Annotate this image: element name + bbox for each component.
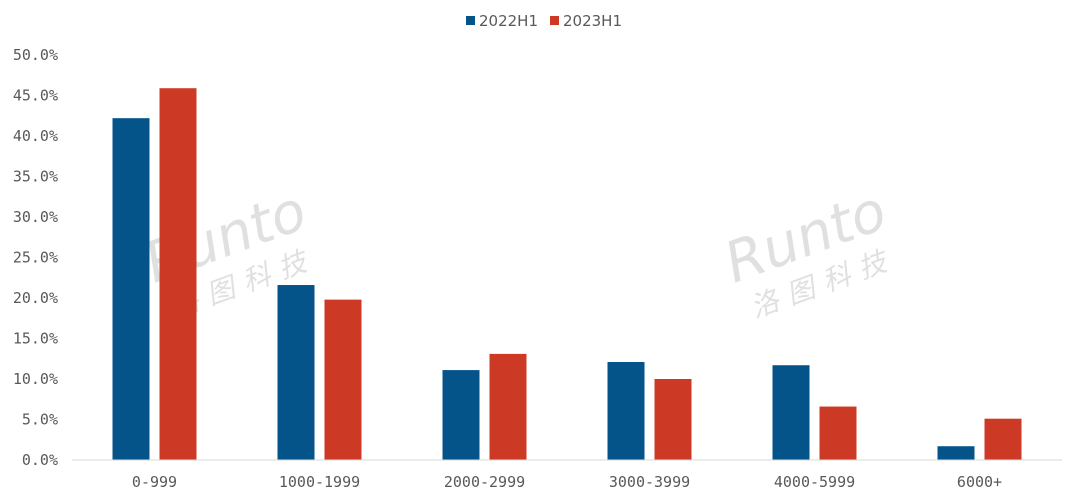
legend-label-2022h1: 2022H1: [479, 12, 538, 30]
y-tick-label: 0.0%: [22, 451, 58, 469]
y-tick-label: 15.0%: [13, 330, 58, 348]
legend: 2022H1 2023H1: [466, 12, 622, 30]
bar-2023h1-4000-5999: [819, 406, 857, 460]
x-tick-label: 2000-2999: [444, 473, 525, 491]
y-tick-label: 30.0%: [13, 208, 58, 226]
y-tick-label: 5.0%: [22, 411, 58, 429]
y-tick-label: 45.0%: [13, 87, 58, 105]
bar-2023h1-1000-1999: [324, 299, 362, 460]
x-tick-label: 1000-1999: [279, 473, 360, 491]
bar-2022h1-1000-1999: [277, 285, 315, 460]
bar-2022h1-4000-5999: [772, 365, 810, 460]
x-tick-label: 3000-3999: [609, 473, 690, 491]
y-tick-label: 10.0%: [13, 370, 58, 388]
bar-2022h1-2000-2999: [442, 370, 480, 460]
x-tick-label: 6000+: [957, 473, 1002, 491]
y-tick-label: 20.0%: [13, 289, 58, 307]
x-tick-label: 0-999: [132, 473, 177, 491]
legend-swatch-2023h1: [550, 16, 559, 25]
bar-2023h1-0-999: [159, 88, 197, 461]
bar-2023h1-3000-3999: [654, 379, 692, 460]
bar-2023h1-6000+: [984, 418, 1022, 460]
legend-label-2023h1: 2023H1: [563, 12, 622, 30]
bars: [112, 88, 1022, 461]
y-tick-label: 25.0%: [13, 249, 58, 267]
y-tick-label: 50.0%: [13, 46, 58, 64]
y-axis-tick-labels: 0.0% 5.0% 10.0% 15.0% 20.0% 25.0% 30.0% 35.0% 40…: [13, 46, 58, 469]
y-tick-label: 35.0%: [13, 168, 58, 186]
watermark-logo-right: Runto 洛图科技: [716, 178, 900, 324]
x-axis-tick-labels: 0-999 1000-1999 2000-2999 3000-3999 4000-599…: [132, 473, 1002, 491]
legend-swatch-2022h1: [466, 16, 475, 25]
bar-2022h1-6000+: [937, 446, 975, 460]
bar-2022h1-3000-3999: [607, 361, 645, 460]
bar-2022h1-0-999: [112, 118, 150, 461]
y-tick-label: 40.0%: [13, 127, 58, 145]
bar-2023h1-2000-2999: [489, 353, 527, 460]
x-tick-label: 4000-5999: [774, 473, 855, 491]
